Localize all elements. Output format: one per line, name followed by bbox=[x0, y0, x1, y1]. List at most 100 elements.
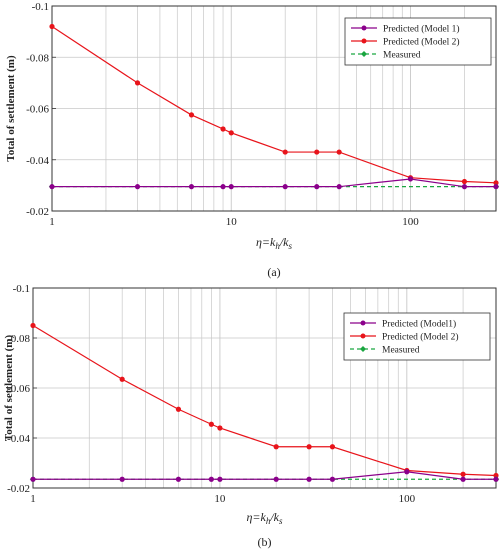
data-point bbox=[217, 425, 223, 431]
data-point bbox=[336, 184, 342, 190]
data-point bbox=[493, 184, 499, 190]
y-tick-label: -0.04 bbox=[7, 433, 30, 445]
legend-marker bbox=[361, 51, 367, 57]
legend-marker bbox=[361, 25, 367, 31]
data-point bbox=[49, 184, 55, 190]
x-axis-label-part: /k bbox=[279, 235, 289, 249]
data-point bbox=[273, 444, 279, 450]
data-point bbox=[493, 476, 499, 482]
x-axis-label-part: s bbox=[279, 516, 283, 526]
x-axis-label-part: /k bbox=[269, 510, 279, 524]
series-line bbox=[52, 178, 496, 188]
data-point bbox=[461, 184, 468, 190]
x-axis-label-part: h bbox=[275, 241, 280, 251]
data-point bbox=[49, 23, 55, 30]
series-line bbox=[33, 471, 496, 480]
data-point bbox=[175, 406, 182, 412]
data-point bbox=[407, 176, 414, 182]
data-point bbox=[282, 149, 288, 155]
x-axis-label-part: η=k bbox=[256, 235, 276, 249]
legend: Predicted (Model 1) Predicted (Model 2) Me… bbox=[344, 17, 492, 66]
series-predicted-model1 bbox=[30, 469, 499, 482]
legend-entry: Predicted (Model 2) bbox=[350, 332, 459, 343]
data-point bbox=[188, 112, 195, 118]
data-point bbox=[30, 476, 36, 482]
data-point bbox=[208, 421, 214, 427]
series-predicted-model-2 bbox=[49, 23, 499, 186]
data-point bbox=[228, 130, 234, 136]
x-axis-label-part: h bbox=[266, 516, 271, 526]
legend-entry: Predicted (Model 1) bbox=[351, 24, 460, 35]
legend: Predicted (Model1) Predicted (Model 2) Mea… bbox=[343, 312, 491, 361]
data-point bbox=[188, 184, 195, 190]
data-point bbox=[314, 149, 320, 155]
chart-panel-a: -0.1 -0.08 -0.06 -0.04 -0.021 10 100 Total of s… bbox=[5, 1, 500, 279]
panel-caption: (a) bbox=[267, 265, 280, 279]
legend-label: Measured bbox=[382, 346, 420, 356]
data-point bbox=[404, 469, 410, 475]
legend-marker bbox=[360, 320, 366, 326]
legend-marker bbox=[360, 333, 366, 339]
y-tick-label: -0.06 bbox=[7, 383, 30, 395]
data-point bbox=[282, 184, 288, 190]
x-tick-label: 100 bbox=[399, 493, 416, 505]
y-axis-label: Total of settlement (m) bbox=[5, 55, 17, 162]
data-point bbox=[30, 322, 36, 329]
y-tick-label: -0.02 bbox=[26, 206, 49, 218]
y-tick-label: -0.08 bbox=[7, 333, 30, 345]
data-point bbox=[314, 184, 320, 190]
y-axis-label: Total of settlement (m) bbox=[3, 335, 15, 442]
legend-label: Predicted (Model 2) bbox=[383, 37, 460, 48]
y-tick-label: -0.08 bbox=[26, 52, 49, 64]
x-axis-label-part: η=k bbox=[246, 510, 266, 524]
data-point bbox=[460, 476, 466, 482]
y-tick-label: -0.1 bbox=[13, 283, 30, 295]
legend-label: Predicted (Model 2) bbox=[382, 332, 459, 343]
data-point bbox=[134, 80, 141, 86]
data-point bbox=[493, 180, 499, 186]
data-point bbox=[493, 472, 499, 479]
legend-entry: Predicted (Model1) bbox=[350, 319, 456, 330]
data-point bbox=[329, 476, 336, 482]
series-predicted-model-1 bbox=[49, 176, 499, 190]
data-point bbox=[461, 178, 468, 185]
data-point bbox=[175, 476, 182, 482]
x-tick-label: 10 bbox=[226, 216, 238, 228]
legend-entry: Predicted (Model 2) bbox=[351, 37, 460, 48]
legend-label: Predicted (Model 1) bbox=[383, 24, 460, 35]
x-axis-label: η=kh/ks bbox=[256, 235, 293, 251]
data-point bbox=[134, 184, 141, 190]
data-point bbox=[460, 471, 466, 477]
y-tick-label: -0.04 bbox=[26, 155, 49, 167]
x-tick-label: 1 bbox=[30, 493, 36, 505]
data-point bbox=[228, 184, 234, 190]
legend-marker bbox=[360, 346, 366, 352]
data-point bbox=[306, 444, 312, 450]
x-axis-label-part: s bbox=[289, 241, 293, 251]
data-point bbox=[208, 476, 214, 482]
x-tick-label: 1 bbox=[49, 216, 55, 228]
data-point bbox=[329, 444, 336, 450]
data-point bbox=[217, 476, 223, 482]
panel-caption: (b) bbox=[258, 535, 272, 549]
x-tick-label: 100 bbox=[402, 216, 419, 228]
x-axis-label: η=kh/ks bbox=[246, 510, 283, 526]
data-point bbox=[220, 126, 226, 132]
data-point bbox=[220, 184, 226, 190]
x-tick-label: 10 bbox=[214, 493, 226, 505]
legend-entry: Measured bbox=[350, 346, 420, 356]
legend-label: Measured bbox=[383, 51, 421, 61]
data-point bbox=[306, 476, 312, 482]
y-tick-label: -0.1 bbox=[32, 1, 49, 13]
legend-label: Predicted (Model1) bbox=[382, 319, 456, 330]
data-point bbox=[336, 149, 342, 155]
legend-marker bbox=[361, 38, 367, 44]
data-point bbox=[119, 376, 125, 382]
data-point bbox=[119, 476, 125, 482]
legend-entry: Measured bbox=[351, 51, 421, 61]
chart-panel-b: -0.1 -0.08 -0.06 -0.04 -0.021 10 100 Total of s… bbox=[3, 283, 500, 549]
data-point bbox=[273, 476, 279, 482]
y-tick-label: -0.02 bbox=[7, 483, 30, 495]
y-tick-label: -0.06 bbox=[26, 104, 49, 116]
